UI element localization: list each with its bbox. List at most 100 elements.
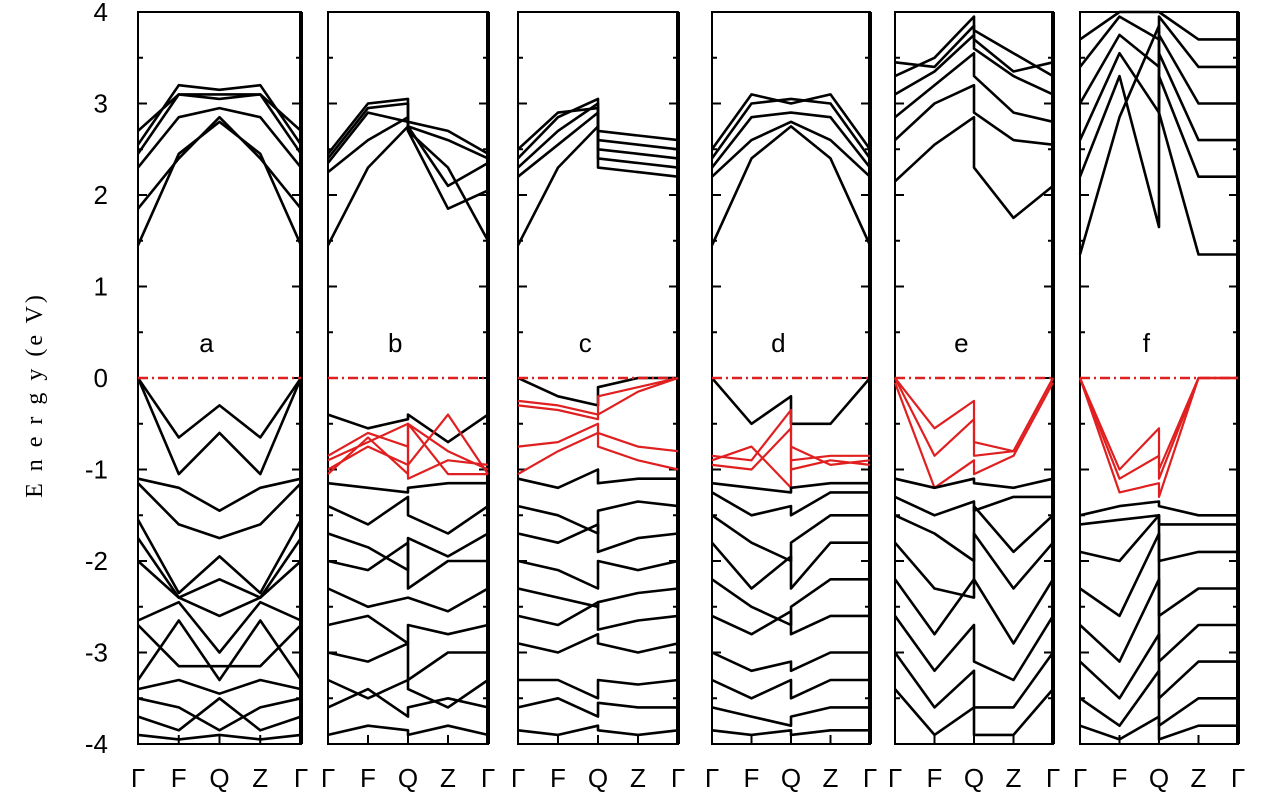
k-point-label: Γ <box>1231 763 1245 793</box>
y-tick-label: 0 <box>94 363 108 393</box>
k-point-label: F <box>744 763 760 793</box>
k-point-label: Γ <box>481 763 495 793</box>
band-line <box>137 600 302 654</box>
band-line <box>894 83 1054 146</box>
y-tick-label: 1 <box>94 272 108 302</box>
band-line <box>517 523 679 554</box>
band-line <box>1078 74 1238 229</box>
k-point-label: Γ <box>294 763 308 793</box>
band-line <box>327 495 489 535</box>
panel-c: cΓ F Q Z Γ <box>511 11 685 793</box>
y-tick-label: 3 <box>94 89 108 119</box>
band-line <box>327 413 489 476</box>
band-line <box>893 651 1055 709</box>
band-line <box>894 15 1054 78</box>
band-line <box>1079 577 1238 663</box>
y-axis: -4 -3 -2 -1 0 1 2 3 4 <box>85 0 108 759</box>
k-point-label: Γ <box>671 763 685 793</box>
k-point-label: Γ <box>705 763 719 793</box>
band-line <box>517 376 679 421</box>
band-line <box>894 115 1054 220</box>
band-line <box>1078 15 1238 69</box>
band-line <box>136 537 303 599</box>
k-point-label: Γ <box>863 763 877 793</box>
k-point-label: Γ <box>131 763 145 793</box>
k-point-label: Γ <box>1046 763 1060 793</box>
band-line <box>136 519 303 595</box>
band-line <box>711 706 870 728</box>
y-tick-label: 2 <box>94 180 108 210</box>
band-line <box>1078 33 1238 105</box>
band-line <box>517 724 679 737</box>
band-line <box>894 377 1054 457</box>
k-point-label: F <box>1112 763 1128 793</box>
panel-label: d <box>771 328 785 358</box>
band-line <box>893 615 1055 682</box>
band-line <box>137 482 302 540</box>
panel-a: aΓ F Q Z Γ <box>131 11 308 793</box>
k-point-label: F <box>360 763 376 793</box>
k-point-label: Z <box>440 763 456 793</box>
band-line <box>711 678 870 700</box>
panel-b: bΓ F Q Z Γ <box>321 11 495 793</box>
panel-label: a <box>199 328 214 358</box>
band-line <box>1079 10 1238 41</box>
band-line <box>711 481 870 494</box>
panel-d: dΓ F Q Z Γ <box>705 11 877 793</box>
band-line <box>893 577 1055 645</box>
band-line <box>711 427 871 471</box>
k-point-label: Z <box>823 763 839 793</box>
k-point-label: Q <box>398 763 418 793</box>
band-line <box>327 642 488 682</box>
y-tick-label: -2 <box>85 546 108 576</box>
band-line <box>327 587 489 613</box>
band-line <box>137 697 302 732</box>
k-point-label: Z <box>1191 763 1207 793</box>
band-line <box>517 559 679 590</box>
band-line <box>137 733 302 741</box>
band-line <box>327 481 488 494</box>
k-point-label: F <box>550 763 566 793</box>
band-line <box>517 468 678 490</box>
band-line <box>327 413 489 444</box>
band-line <box>137 678 302 696</box>
band-line <box>711 651 870 673</box>
band-line <box>137 624 302 668</box>
band-line <box>136 377 303 439</box>
band-line <box>517 500 679 535</box>
panel-label: b <box>388 328 402 358</box>
k-point-label: Γ <box>321 763 335 793</box>
band-line <box>136 106 303 169</box>
band-line <box>327 422 488 476</box>
band-line <box>711 513 870 563</box>
band-line <box>710 125 872 246</box>
band-line <box>518 678 679 700</box>
y-tick-label: -1 <box>85 455 108 485</box>
k-point-label: F <box>927 763 943 793</box>
band-line <box>894 33 1054 96</box>
panels: aΓ F Q Z ΓbΓ F Q Z ΓcΓ F Q Z ΓdΓ F Q Z ΓeΓ F Q Z ΓfΓ F Q Z Γ <box>131 10 1245 793</box>
panel-label: c <box>579 328 592 358</box>
band-line <box>326 97 489 155</box>
panel-f: fΓ F Q Z Γ <box>1073 10 1245 793</box>
band-line <box>711 120 871 178</box>
y-tick-label: -3 <box>85 638 108 668</box>
band-line <box>894 477 1054 490</box>
k-point-label: Q <box>209 763 229 793</box>
band-line <box>137 560 302 618</box>
k-point-label: Z <box>630 763 646 793</box>
k-point-label: Z <box>1006 763 1022 793</box>
band-line <box>517 600 679 631</box>
band-line <box>137 477 302 513</box>
k-point-label: F <box>171 763 187 793</box>
k-point-label: Q <box>1149 763 1169 793</box>
band-line <box>327 678 489 709</box>
band-line <box>137 93 302 132</box>
band-line <box>326 125 490 246</box>
band-line <box>1079 669 1238 728</box>
band-line <box>894 24 1054 73</box>
band-line <box>137 696 302 732</box>
band-line <box>136 93 303 155</box>
band-line <box>894 532 1054 599</box>
